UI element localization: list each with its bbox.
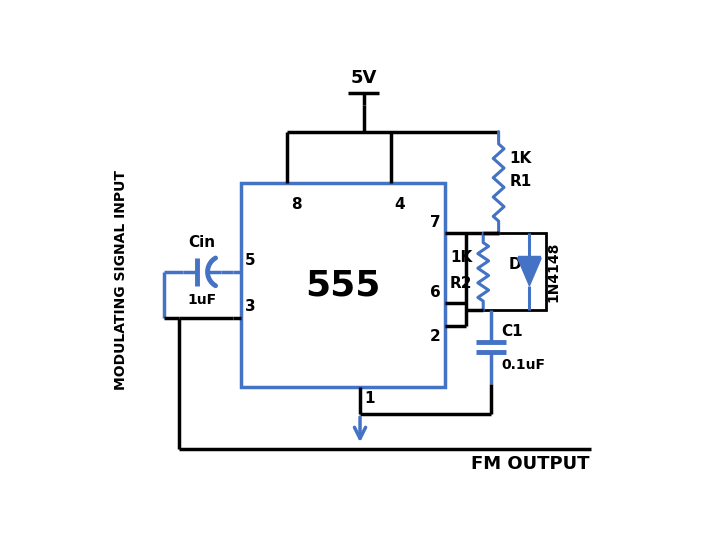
- Text: 2: 2: [430, 329, 441, 344]
- Polygon shape: [518, 258, 541, 286]
- Text: 8: 8: [290, 197, 301, 212]
- Text: 555: 555: [305, 268, 381, 302]
- Text: D: D: [509, 257, 522, 272]
- Bar: [241, 183, 444, 387]
- Text: R2: R2: [450, 276, 472, 290]
- Text: 5V: 5V: [351, 69, 377, 87]
- Text: 7: 7: [430, 214, 441, 230]
- Text: 3: 3: [244, 299, 255, 314]
- Text: C1: C1: [502, 324, 523, 339]
- Text: R1: R1: [509, 174, 532, 189]
- Text: 6: 6: [430, 285, 441, 300]
- Text: 1K: 1K: [509, 151, 532, 166]
- Text: 5: 5: [244, 253, 255, 268]
- Text: 1uF: 1uF: [187, 294, 217, 308]
- Text: FM OUTPUT: FM OUTPUT: [471, 455, 589, 473]
- Text: 4: 4: [395, 197, 405, 212]
- Text: 0.1uF: 0.1uF: [502, 358, 546, 372]
- Text: MODULATING SIGNAL INPUT: MODULATING SIGNAL INPUT: [114, 169, 129, 390]
- Text: Cin: Cin: [189, 235, 216, 251]
- Text: 1N4148: 1N4148: [547, 241, 560, 302]
- Text: 1: 1: [364, 391, 374, 406]
- Bar: [466, 233, 547, 310]
- Text: 1K: 1K: [450, 251, 472, 265]
